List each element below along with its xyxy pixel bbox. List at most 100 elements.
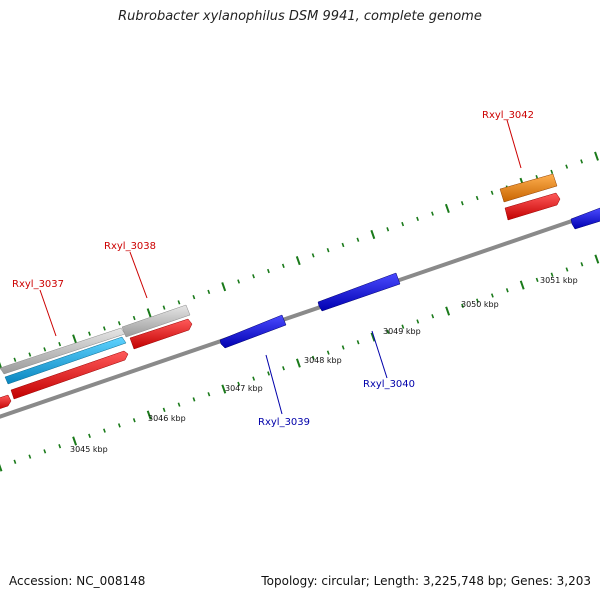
minor-tick [535, 277, 539, 283]
minor-tick [311, 253, 315, 258]
scale-label: 3051 kbp [540, 276, 578, 285]
genome-backbone [0, 209, 600, 419]
minor-tick [416, 216, 419, 222]
minor-tick [252, 376, 256, 381]
minor-tick [401, 221, 405, 227]
minor-tick [580, 262, 584, 267]
minor-tick [431, 211, 434, 216]
reverse-gene-arrow [317, 272, 401, 312]
minor-tick [28, 454, 32, 459]
major-tick [594, 254, 600, 264]
minor-tick [267, 371, 270, 376]
minor-tick [237, 381, 241, 386]
major-tick [72, 436, 78, 446]
minor-tick [281, 263, 285, 268]
minor-tick [565, 164, 569, 169]
minor-tick [162, 305, 166, 310]
minor-tick [475, 195, 479, 201]
reverse-gene-arrow [219, 314, 287, 349]
major-tick [370, 229, 376, 240]
major-tick [146, 410, 152, 420]
minor-tick [565, 267, 569, 272]
minor-tick [252, 274, 255, 279]
minor-tick [162, 407, 166, 412]
minor-tick [461, 303, 464, 309]
topology-text: Topology: circular; Length: 3,225,748 bp… [261, 574, 591, 588]
scale-label: 3045 kbp [70, 445, 108, 454]
major-tick [519, 280, 525, 290]
inner-tick-row [0, 254, 600, 472]
major-tick [594, 151, 599, 161]
reverse-gene-arrow [570, 207, 600, 230]
minor-tick [356, 340, 360, 345]
leader-line [265, 354, 283, 415]
minor-tick [356, 237, 360, 242]
accession-text: Accession: NC_008148 [9, 574, 146, 588]
minor-tick [401, 324, 405, 329]
minor-tick [88, 433, 91, 438]
leader-line [39, 289, 57, 337]
minor-tick [267, 268, 270, 274]
minor-tick [13, 357, 17, 362]
gene-label-rxyl-3042: Rxyl_3042 [482, 110, 534, 121]
gene-label-rxyl-3038: Rxyl_3038 [104, 241, 156, 252]
leader-line [371, 330, 388, 379]
forward-gene-arrow [504, 192, 561, 221]
minor-tick [117, 423, 121, 428]
minor-tick [103, 428, 106, 433]
minor-tick [311, 355, 315, 361]
minor-tick [580, 159, 584, 164]
minor-tick [476, 298, 479, 303]
grey-feature [0, 327, 126, 375]
minor-tick [550, 272, 554, 277]
minor-tick [58, 444, 62, 449]
map-title: Rubrobacter xylanophilus DSM 9941, compl… [118, 9, 482, 24]
minor-tick [386, 227, 390, 232]
minor-tick [341, 242, 345, 248]
gene-features [0, 173, 600, 409]
major-tick [295, 256, 301, 266]
gene-labels: Rxyl_3037 Rxyl_3038 Rxyl_3039 Rxyl_3040 … [12, 110, 534, 428]
minor-tick [117, 321, 121, 326]
scale-label: 3048 kbp [304, 356, 342, 365]
minor-tick [88, 331, 91, 336]
major-tick [444, 203, 450, 213]
minor-tick [326, 248, 330, 253]
scale-labels: 3045 kbp 3046 kbp 3047 kbp 3048 kbp 3049… [70, 276, 578, 454]
minor-tick [28, 352, 32, 357]
forward-gene-arrow [10, 350, 129, 400]
gene-label-rxyl-3040: Rxyl_3040 [363, 379, 415, 390]
cyan-feature [4, 336, 127, 385]
minor-tick [177, 402, 181, 407]
major-tick [445, 306, 451, 316]
forward-gene-arrow [129, 318, 193, 350]
minor-tick [416, 319, 420, 324]
major-tick [221, 384, 227, 394]
major-tick [0, 463, 3, 472]
minor-tick [386, 329, 390, 335]
major-tick [370, 332, 376, 342]
minor-tick [207, 289, 211, 295]
scale-label: 3046 kbp [148, 414, 186, 423]
major-tick [72, 334, 77, 344]
forward-gene-arrow [0, 394, 12, 409]
minor-tick [192, 294, 196, 300]
minor-tick [460, 201, 464, 206]
scale-label: 3047 kbp [225, 384, 263, 393]
minor-tick [177, 300, 181, 305]
leader-line [506, 119, 522, 169]
scale-label: 3050 kbp [461, 300, 499, 309]
minor-tick [43, 347, 47, 352]
minor-tick [505, 288, 509, 293]
minor-tick [490, 190, 494, 195]
minor-tick [282, 366, 285, 371]
grey-feature [121, 304, 191, 338]
minor-tick [237, 279, 241, 284]
major-tick [295, 358, 301, 368]
minor-tick [13, 459, 17, 464]
minor-tick [132, 315, 136, 321]
gene-label-rxyl-3039: Rxyl_3039 [258, 417, 310, 428]
minor-tick [490, 293, 494, 298]
minor-tick [58, 341, 62, 347]
